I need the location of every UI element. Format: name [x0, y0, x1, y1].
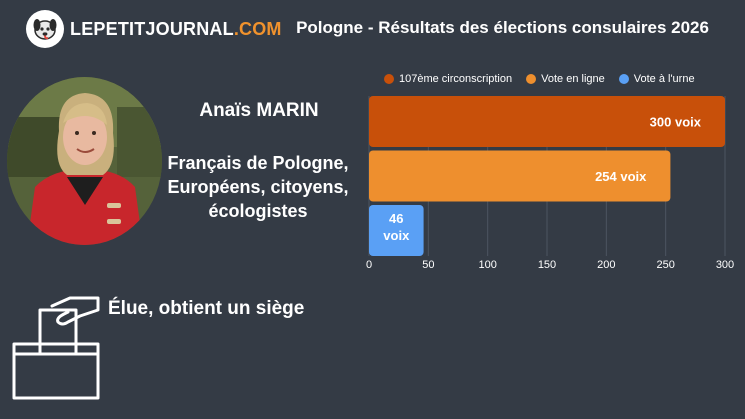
legend-label: Vote à l'urne	[633, 73, 695, 85]
chart-legend: 107ème circonscription Vote en ligne Vot…	[384, 71, 739, 87]
candidate-list-line: Européens, citoyens,	[167, 177, 349, 197]
bar-value-label: 300 voix	[650, 115, 702, 130]
logo-wordmark: LEPETITJOURNAL.COM	[70, 19, 282, 40]
election-result-label: Élue, obtient un siège	[108, 298, 305, 319]
ballot-box-icon	[12, 296, 104, 407]
x-tick-label: 150	[538, 259, 556, 271]
bar-value-label: 254 voix	[595, 169, 647, 184]
bar	[369, 150, 671, 202]
legend-swatch	[618, 74, 629, 84]
x-tick-label: 300	[716, 259, 734, 271]
x-tick-label: 100	[478, 259, 496, 271]
legend-label: 107ème circonscription	[399, 73, 513, 85]
candidate-name: Anaïs MARIN	[199, 100, 319, 121]
candidate-list-name: Français de Pologne, Européens, citoyens…	[152, 151, 364, 223]
x-tick-label: 250	[656, 259, 674, 271]
logo-tld-text: .COM	[233, 18, 282, 39]
x-tick-label: 50	[422, 259, 434, 271]
page-title: Pologne - Résultats des élections consul…	[296, 18, 709, 37]
legend-item[interactable]: Vote à l'urne	[618, 73, 695, 85]
bar	[369, 96, 725, 147]
candidate-list-line: écologistes	[208, 201, 308, 221]
x-tick-label: 0	[366, 259, 372, 271]
logo: LEPETITJOURNAL.COM	[26, 10, 282, 48]
legend-item[interactable]: Vote en ligne	[526, 73, 605, 85]
bar-value-label: 46 voix	[383, 211, 410, 243]
bar	[369, 205, 424, 256]
dog-mascot-icon	[26, 10, 64, 48]
legend-label: Vote en ligne	[541, 73, 605, 85]
candidate-list-line: Français de Pologne,	[167, 153, 349, 173]
legend-swatch	[384, 74, 394, 84]
candidate-portrait	[7, 77, 162, 245]
legend-item[interactable]: 107ème circonscription	[384, 73, 512, 85]
logo-main-text: LEPETITJOURNAL	[70, 18, 234, 39]
x-tick-label: 200	[597, 259, 615, 271]
legend-swatch	[526, 74, 537, 84]
